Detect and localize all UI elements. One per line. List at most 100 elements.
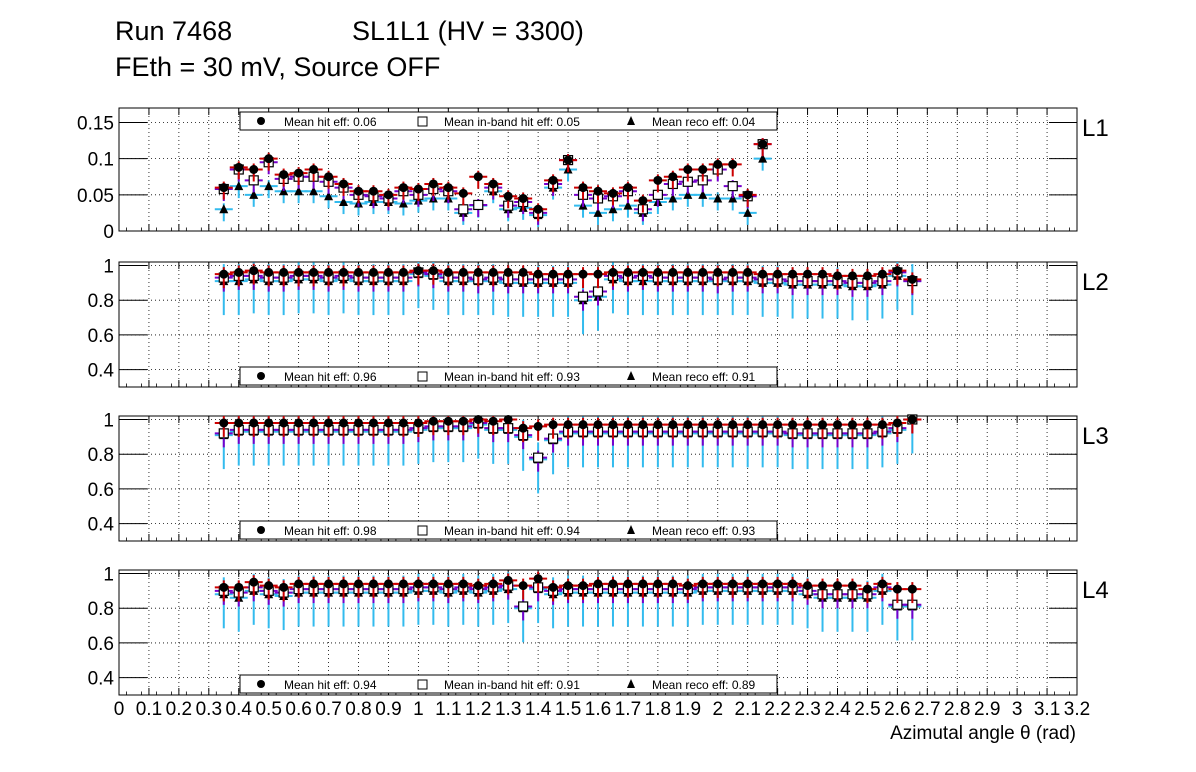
legend-reco-marker <box>627 371 635 380</box>
hit-point <box>903 272 922 294</box>
legend: Mean hit eff: 0.94 Mean in-band hit eff: … <box>239 674 778 694</box>
y-tick-label: 0.6 <box>88 480 114 501</box>
hit-marker <box>563 581 573 591</box>
hit-marker <box>563 269 573 279</box>
hit-marker <box>608 267 618 277</box>
hit-marker <box>653 420 663 430</box>
x-tick-label: 2.3 <box>794 699 820 720</box>
x-tick-label: 0.1 <box>136 699 162 720</box>
hit-marker <box>847 581 857 591</box>
hit-point <box>618 181 637 200</box>
hit-marker <box>234 582 244 592</box>
reco-point <box>738 206 757 225</box>
hit-point <box>843 578 862 600</box>
hit-point <box>379 188 398 207</box>
hit-point <box>304 163 323 182</box>
hit-point <box>589 267 607 289</box>
hit-marker <box>458 188 468 198</box>
hit-point <box>693 163 712 182</box>
reco-marker <box>294 186 304 196</box>
hit-marker <box>324 579 334 589</box>
legend-hit-marker <box>257 117 265 125</box>
legend-reco-marker <box>627 679 635 688</box>
hit-marker <box>234 267 244 277</box>
hit-marker <box>473 267 483 277</box>
x-tick-label: 0 <box>114 699 125 720</box>
hit-marker <box>488 579 498 589</box>
hit-marker <box>443 183 453 193</box>
hit-marker <box>563 420 573 430</box>
hit-marker <box>773 269 783 279</box>
reco-marker <box>713 193 723 203</box>
hit-point <box>304 265 323 287</box>
x-tick-label: 1.8 <box>645 699 671 720</box>
hit-marker <box>354 267 363 277</box>
hit-marker <box>638 196 648 206</box>
reco-marker <box>593 207 603 217</box>
hit-marker <box>608 420 618 430</box>
hit-marker <box>279 582 289 592</box>
hit-point <box>259 152 278 171</box>
hit-marker <box>833 581 842 591</box>
hit-point <box>603 265 622 287</box>
hit-point <box>708 576 727 598</box>
hit-marker <box>219 269 229 279</box>
hit-marker <box>279 267 289 277</box>
hit-point <box>753 138 772 157</box>
legend: Mean hit eff: 0.06 Mean in-band hit eff: … <box>239 111 778 131</box>
reco-marker <box>249 189 259 199</box>
hit-marker <box>773 579 783 589</box>
hit-marker <box>309 579 319 589</box>
reco-marker <box>219 204 229 214</box>
legend-inband-marker <box>417 525 428 536</box>
hit-point <box>214 181 233 200</box>
reco-marker <box>743 207 753 217</box>
hit-marker <box>443 416 453 426</box>
hit-marker <box>354 418 363 428</box>
hit-marker <box>324 172 334 182</box>
hit-marker <box>533 574 543 584</box>
hit-marker <box>653 267 663 277</box>
x-tick-label: 2 <box>712 699 723 720</box>
hit-point <box>454 187 473 206</box>
reco-marker <box>683 189 693 199</box>
hit-marker <box>563 155 573 165</box>
hit-marker <box>339 267 349 277</box>
hit-marker <box>818 269 828 279</box>
legend-hit-label: Mean hit eff: 0.06 <box>284 115 377 129</box>
hit-point <box>708 417 727 439</box>
hit-point <box>484 177 503 196</box>
x-tick-label: 2.5 <box>854 699 880 720</box>
hit-marker <box>279 170 289 180</box>
hit-point <box>723 158 742 177</box>
hit-marker <box>219 582 229 592</box>
hit-marker <box>803 269 813 279</box>
hit-marker <box>294 267 304 277</box>
hit-point <box>559 154 578 173</box>
inband-point <box>454 203 473 222</box>
hit-point <box>603 187 622 206</box>
hit-point <box>888 416 907 437</box>
hit-marker <box>847 271 857 281</box>
hit-point <box>244 575 263 597</box>
hit-marker <box>847 420 857 430</box>
hit-marker <box>728 579 738 589</box>
hit-marker <box>354 579 363 589</box>
hit-marker <box>758 139 768 149</box>
hit-marker <box>877 420 887 430</box>
hit-marker <box>503 575 513 585</box>
x-tick-label: 1.4 <box>525 699 552 720</box>
hit-point <box>244 163 263 182</box>
hit-point <box>873 576 892 598</box>
hit-marker <box>354 186 363 196</box>
hit-point <box>259 578 278 600</box>
hit-marker <box>548 582 558 592</box>
hit-point <box>529 571 548 593</box>
hit-marker <box>683 165 693 174</box>
legend-hit-marker <box>257 680 265 688</box>
reco-marker <box>668 193 678 203</box>
hit-marker <box>249 266 259 276</box>
hit-marker <box>428 579 438 589</box>
legend-hit-marker <box>257 526 265 534</box>
hit-marker <box>383 267 393 277</box>
